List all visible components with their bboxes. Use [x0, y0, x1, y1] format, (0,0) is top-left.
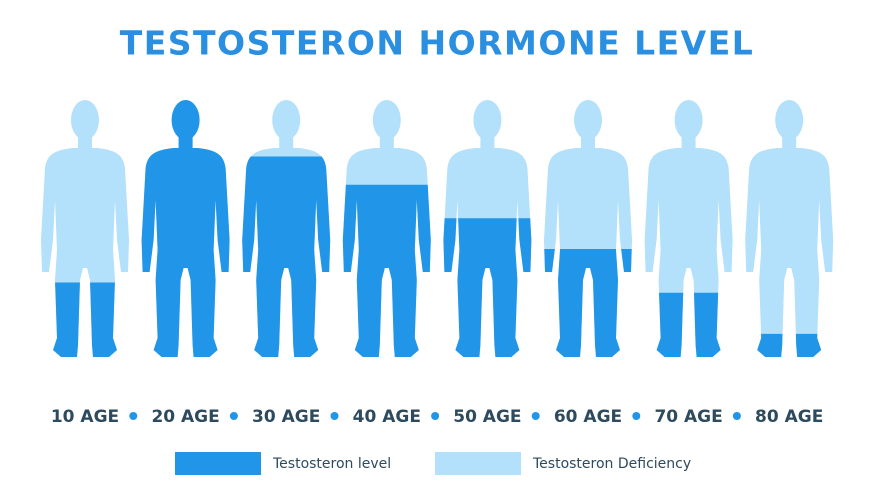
- title: TESTOSTERON HORMONE LEVEL: [120, 24, 755, 63]
- figure: [342, 100, 431, 357]
- figure: [443, 100, 532, 357]
- age-label: 60 AGE: [554, 407, 622, 427]
- level-fill: [141, 100, 230, 357]
- figure: [41, 100, 129, 357]
- figure: [141, 100, 230, 357]
- separator-dot: [732, 412, 741, 420]
- separator-dot: [330, 412, 339, 420]
- age-label: 70 AGE: [654, 407, 722, 427]
- figure: [242, 100, 331, 357]
- age-label: 30 AGE: [252, 407, 320, 427]
- age-label: 80 AGE: [755, 407, 823, 427]
- deficiency-body: [41, 100, 129, 357]
- figure: [745, 100, 834, 357]
- separator-dot: [129, 412, 138, 420]
- legend-label: Testosteron level: [272, 456, 391, 472]
- deficiency-body: [544, 100, 632, 357]
- separator-dot: [632, 412, 641, 420]
- deficiency-body: [644, 100, 733, 357]
- figure: [544, 100, 632, 357]
- figure: [644, 100, 733, 357]
- separator-dot: [531, 412, 540, 420]
- legend-swatch: [175, 452, 261, 475]
- separator-dot: [229, 412, 238, 420]
- age-label: 20 AGE: [151, 407, 219, 427]
- age-label: 10 AGE: [51, 407, 119, 427]
- legend-label: Testosteron Deficiency: [532, 456, 691, 472]
- age-label: 50 AGE: [453, 407, 521, 427]
- age-label: 40 AGE: [353, 407, 421, 427]
- legend-swatch: [435, 452, 521, 475]
- separator-dot: [431, 412, 440, 420]
- deficiency-body: [745, 100, 834, 357]
